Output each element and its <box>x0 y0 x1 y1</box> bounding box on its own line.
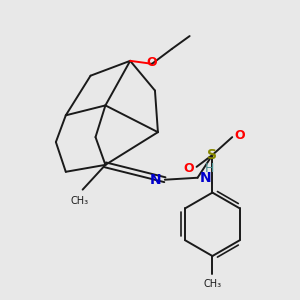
Text: CH₃: CH₃ <box>203 279 221 289</box>
Text: H: H <box>205 162 214 175</box>
Text: CH₃: CH₃ <box>70 196 89 206</box>
Text: O: O <box>183 162 194 175</box>
Text: O: O <box>147 56 157 69</box>
Text: N: N <box>200 171 211 185</box>
Text: O: O <box>235 129 245 142</box>
Text: N: N <box>149 173 161 187</box>
Text: S: S <box>207 148 218 162</box>
